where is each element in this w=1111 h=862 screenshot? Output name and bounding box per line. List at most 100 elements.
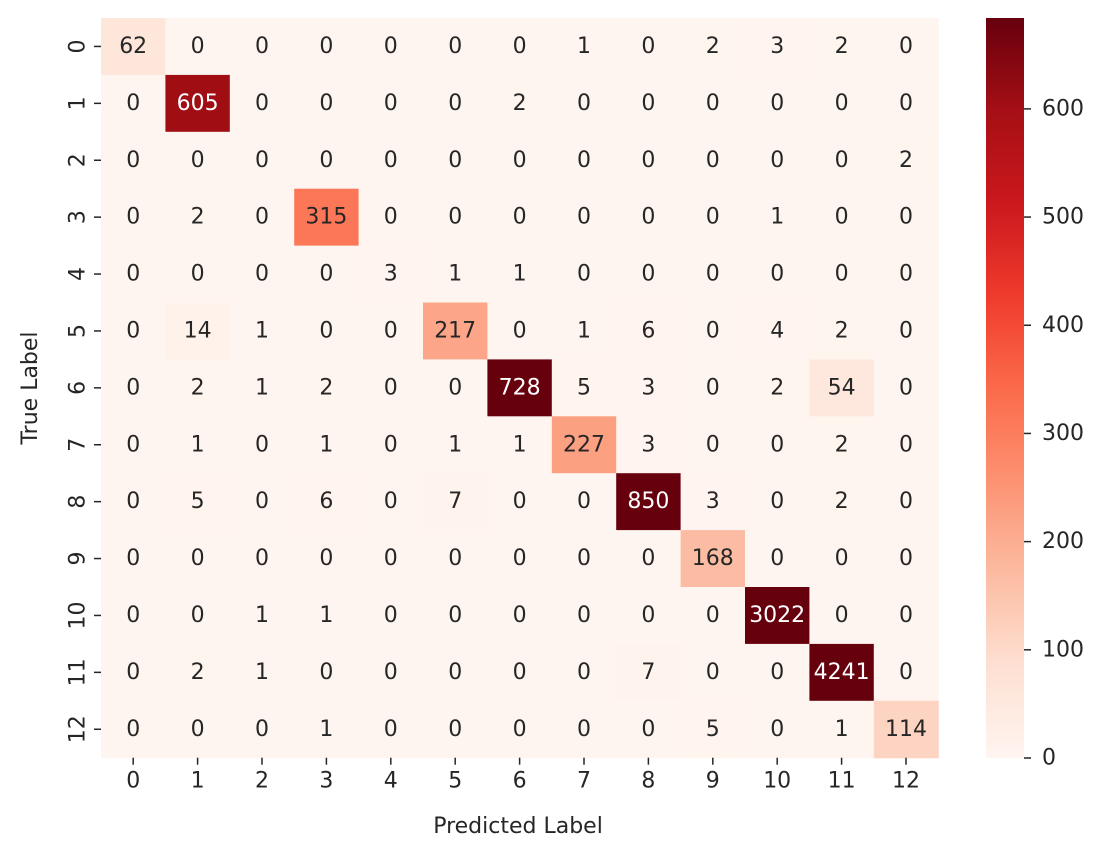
heatmap-cell (745, 18, 810, 76)
cell-value-label: 0 (448, 205, 462, 230)
cell-value-label: 1 (319, 603, 333, 628)
heatmap-cell (229, 643, 295, 702)
heatmap-cell (487, 245, 553, 304)
cell-value-label: 0 (577, 717, 591, 742)
cell-value-label: 1 (255, 375, 269, 400)
cell-value-label: 0 (706, 91, 720, 116)
cell-value-label: 3 (641, 432, 655, 457)
heatmap-cell (294, 530, 360, 588)
x-tick-label: 0 (126, 769, 140, 794)
cell-value-label: 0 (770, 262, 784, 287)
heatmap-cells (101, 18, 939, 759)
cell-value-label: 0 (513, 205, 527, 230)
y-tick-label: 6 (66, 381, 91, 395)
cell-value-label: 0 (126, 717, 140, 742)
cell-value-label: 0 (319, 91, 333, 116)
cell-value-label: 0 (513, 603, 527, 628)
y-axis-label: True Label (18, 331, 43, 445)
cell-value-label: 54 (828, 375, 856, 400)
heatmap-cell (873, 587, 939, 645)
heatmap-cell (423, 359, 488, 417)
heatmap-cell (165, 416, 231, 474)
heatmap-cell (229, 416, 295, 474)
y-tick-label: 10 (66, 601, 91, 629)
cell-value-label: 1 (255, 603, 269, 628)
heatmap-cell (229, 131, 295, 190)
heatmap-cell (551, 131, 617, 190)
cell-value-label: 0 (835, 603, 849, 628)
cell-value-label: 0 (126, 205, 140, 230)
heatmap-cell (358, 700, 424, 759)
cell-value-label: 114 (885, 717, 927, 742)
cell-value-label: 0 (513, 34, 527, 59)
heatmap-cell (423, 188, 488, 247)
cell-value-label: 0 (835, 91, 849, 116)
cell-value-label: 0 (835, 262, 849, 287)
cell-value-label: 0 (255, 34, 269, 59)
cell-value-label: 0 (706, 205, 720, 230)
cell-value-label: 0 (899, 262, 913, 287)
cell-value-label: 0 (770, 148, 784, 173)
heatmap-cell (487, 473, 553, 531)
heatmap-cell (165, 245, 231, 304)
heatmap-cell (487, 302, 553, 360)
y-tick-label: 11 (66, 658, 91, 686)
cell-value-label: 0 (513, 489, 527, 514)
heatmap-cell (873, 302, 939, 360)
cell-value-label: 0 (255, 205, 269, 230)
heatmap-cell (616, 643, 682, 702)
cell-value-label: 2 (835, 34, 849, 59)
x-tick-label: 9 (706, 769, 720, 794)
cell-value-label: 0 (126, 318, 140, 343)
y-tick-label: 5 (66, 324, 91, 338)
heatmap-cell (809, 473, 875, 531)
heatmap-cell (229, 530, 295, 588)
heatmap-cell (229, 245, 295, 304)
heatmap-cell (745, 416, 810, 474)
heatmap-cell (101, 302, 166, 360)
heatmap-cell (358, 643, 424, 702)
colorbar-tick-label: 600 (1042, 96, 1084, 121)
cell-value-label: 0 (126, 489, 140, 514)
cell-value-label: 0 (384, 660, 398, 685)
x-tick-label: 8 (641, 769, 655, 794)
cell-value-label: 0 (899, 91, 913, 116)
cell-value-label: 0 (835, 205, 849, 230)
cell-value-label: 0 (641, 148, 655, 173)
cell-value-label: 217 (434, 318, 476, 343)
cell-value-label: 2 (770, 375, 784, 400)
heatmap-cell (487, 416, 553, 474)
cell-value-label: 1 (448, 432, 462, 457)
heatmap-cell (487, 530, 553, 588)
cell-value-label: 1 (255, 318, 269, 343)
x-tick-label: 3 (319, 769, 333, 794)
cell-value-label: 2 (835, 432, 849, 457)
heatmap-cell (423, 473, 488, 531)
heatmap-cell (229, 18, 295, 76)
heatmap-cell (487, 18, 553, 76)
heatmap-cell (616, 587, 682, 645)
cell-value-label: 0 (448, 603, 462, 628)
y-tick-label: 8 (66, 495, 91, 509)
heatmap-cell (551, 188, 617, 247)
heatmap-cell (680, 416, 746, 474)
heatmap-cell (680, 587, 746, 645)
cell-value-label: 5 (191, 489, 205, 514)
cell-value-label: 4241 (814, 660, 870, 685)
heatmap-cell (101, 74, 166, 133)
heatmap-cell (873, 245, 939, 304)
cell-value-label: 0 (513, 318, 527, 343)
cell-value-label: 0 (641, 717, 655, 742)
cell-value-label: 0 (448, 34, 462, 59)
heatmap-cell (294, 245, 360, 304)
heatmap-cell (551, 643, 617, 702)
heatmap-cell (165, 188, 231, 247)
heatmap-cell (873, 700, 939, 759)
cell-value-label: 0 (706, 318, 720, 343)
cell-value-label: 0 (577, 489, 591, 514)
heatmap-cell (358, 188, 424, 247)
cell-value-label: 2 (319, 375, 333, 400)
heatmap-cell (165, 74, 231, 133)
